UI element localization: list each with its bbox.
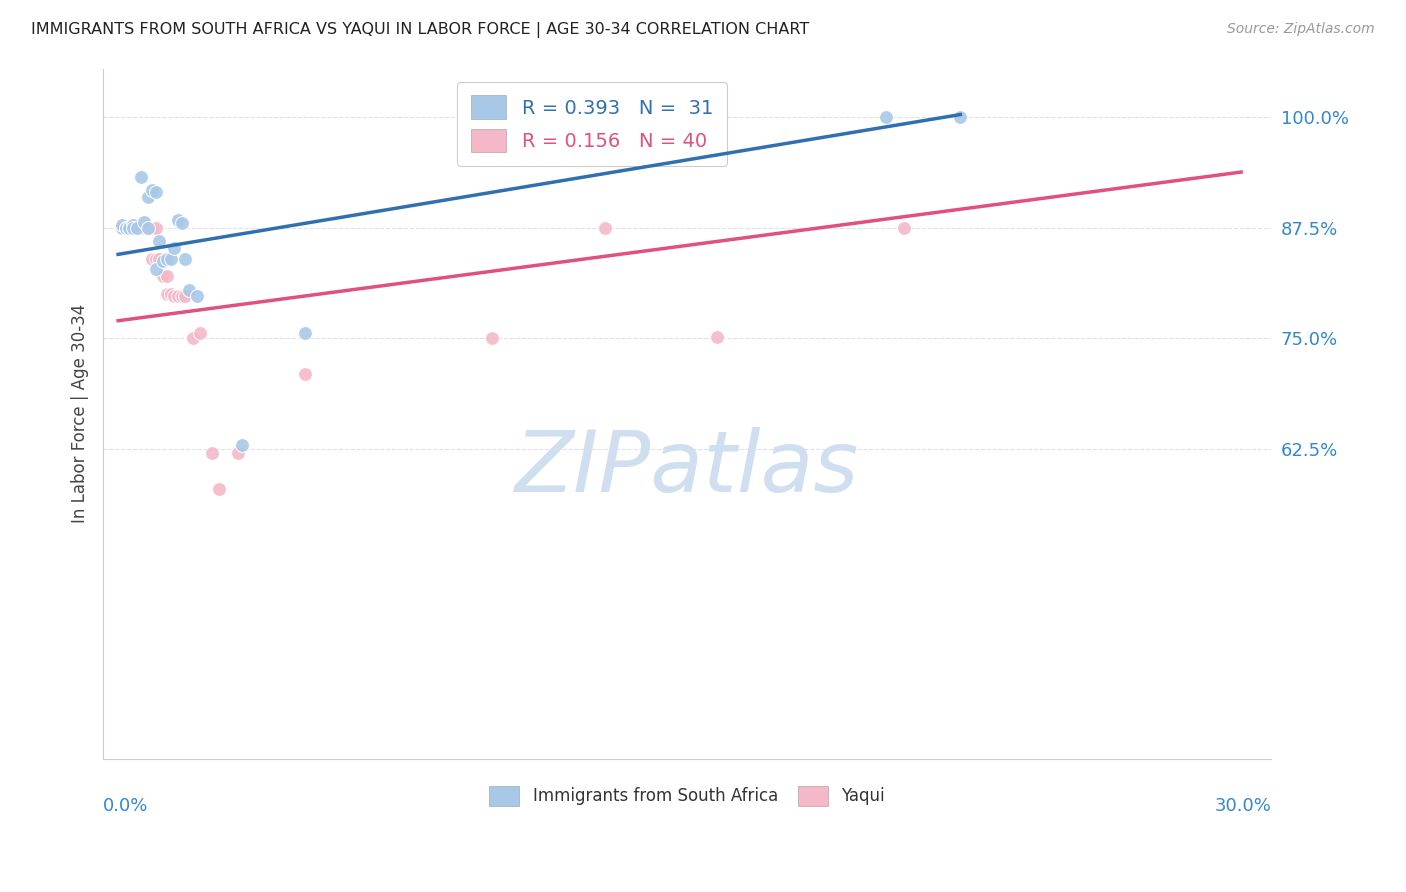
- Point: [159, 252, 181, 266]
- Point: [208, 482, 231, 496]
- Point: [114, 220, 136, 235]
- Point: [156, 269, 179, 284]
- Point: [136, 220, 159, 235]
- Point: [134, 214, 156, 228]
- Point: [170, 216, 193, 230]
- Point: [122, 220, 145, 235]
- Point: [118, 220, 141, 235]
- Point: [148, 252, 170, 266]
- Point: [129, 220, 152, 235]
- Point: [122, 218, 145, 232]
- Y-axis label: In Labor Force | Age 30-34: In Labor Force | Age 30-34: [72, 304, 89, 524]
- Point: [893, 220, 915, 235]
- Point: [148, 234, 170, 248]
- Point: [111, 220, 134, 235]
- Point: [125, 220, 148, 235]
- Point: [706, 329, 728, 343]
- Point: [156, 252, 179, 266]
- Point: [111, 220, 134, 235]
- Point: [875, 110, 897, 124]
- Point: [145, 262, 167, 277]
- Point: [145, 186, 167, 200]
- Point: [118, 220, 141, 235]
- Point: [134, 220, 156, 235]
- Point: [163, 241, 186, 255]
- Text: 30.0%: 30.0%: [1215, 797, 1271, 814]
- Point: [145, 252, 167, 266]
- Point: [152, 253, 174, 268]
- Point: [190, 326, 212, 340]
- Point: [226, 446, 249, 460]
- Point: [129, 170, 152, 185]
- Text: 0.0%: 0.0%: [103, 797, 149, 814]
- Point: [167, 289, 190, 303]
- Point: [294, 326, 316, 340]
- Point: [136, 220, 159, 235]
- Point: [111, 220, 134, 235]
- Point: [111, 218, 134, 232]
- Point: [174, 252, 197, 266]
- Text: ZIPatlas: ZIPatlas: [515, 427, 859, 510]
- Point: [118, 220, 141, 235]
- Point: [125, 220, 148, 235]
- Point: [156, 287, 179, 301]
- Point: [125, 220, 148, 235]
- Point: [134, 220, 156, 235]
- Point: [593, 220, 616, 235]
- Point: [145, 220, 167, 235]
- Point: [136, 220, 159, 235]
- Point: [114, 220, 136, 235]
- Point: [201, 446, 224, 460]
- Point: [118, 220, 141, 235]
- Point: [141, 220, 163, 235]
- Point: [122, 220, 145, 235]
- Text: Source: ZipAtlas.com: Source: ZipAtlas.com: [1227, 22, 1375, 37]
- Point: [136, 190, 159, 204]
- Point: [122, 220, 145, 235]
- Point: [949, 110, 972, 124]
- Point: [181, 331, 204, 345]
- Point: [141, 252, 163, 266]
- Point: [186, 289, 208, 303]
- Point: [141, 183, 163, 197]
- Point: [114, 220, 136, 235]
- Point: [174, 289, 197, 303]
- Point: [118, 220, 141, 235]
- Point: [179, 283, 201, 297]
- Point: [118, 220, 141, 235]
- Point: [481, 331, 503, 345]
- Point: [159, 287, 181, 301]
- Point: [231, 437, 253, 451]
- Point: [152, 269, 174, 284]
- Point: [170, 289, 193, 303]
- Point: [163, 289, 186, 303]
- Point: [294, 367, 316, 381]
- Legend: Immigrants from South Africa, Yaqui: Immigrants from South Africa, Yaqui: [482, 779, 891, 813]
- Point: [167, 212, 190, 227]
- Point: [129, 220, 152, 235]
- Point: [114, 220, 136, 235]
- Text: IMMIGRANTS FROM SOUTH AFRICA VS YAQUI IN LABOR FORCE | AGE 30-34 CORRELATION CHA: IMMIGRANTS FROM SOUTH AFRICA VS YAQUI IN…: [31, 22, 810, 38]
